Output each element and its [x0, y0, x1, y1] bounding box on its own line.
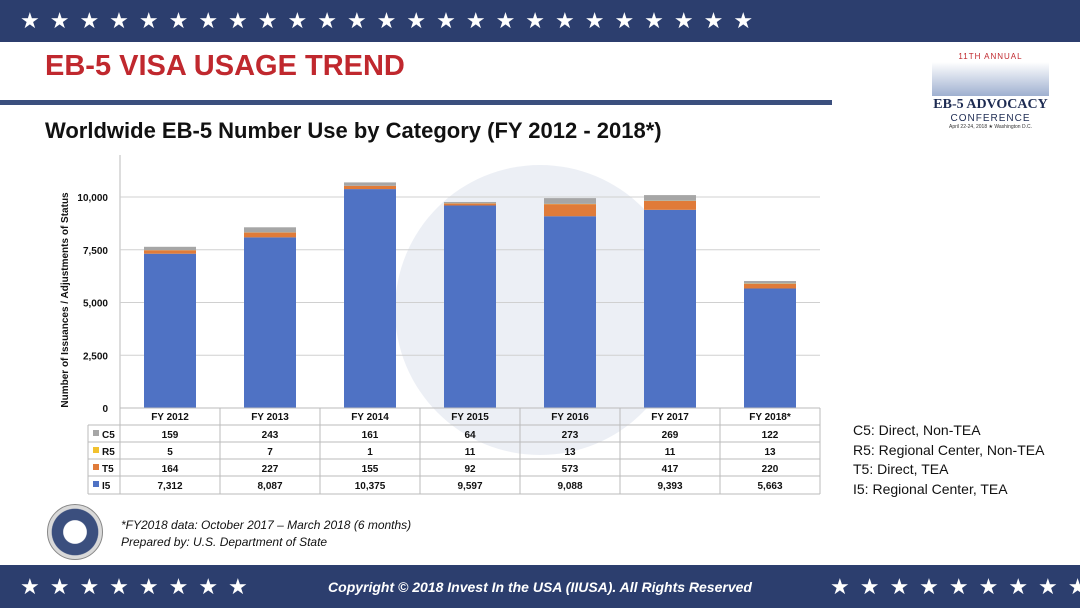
series-label: I5 [102, 481, 111, 492]
slide-title: EB-5 VISA USAGE TREND [45, 50, 405, 82]
bar-c5 [544, 198, 596, 204]
data-label: 417 [662, 464, 679, 475]
data-label: 8,087 [257, 481, 282, 492]
logo-subtitle: CONFERENCE [950, 113, 1031, 124]
x-tick-label: FY 2017 [651, 412, 689, 423]
legend-swatch-c5 [93, 430, 99, 436]
data-label: 5 [167, 447, 173, 458]
series-label: R5 [102, 447, 115, 458]
footnote-source: Prepared by: U.S. Department of State [121, 535, 328, 549]
bar-t5 [444, 203, 496, 206]
data-label: 5,663 [757, 481, 782, 492]
conference-logo: 11TH ANNUAL EB-5 ADVOCACY CONFERENCE Apr… [928, 52, 1053, 130]
category-legend: C5: Direct, Non-TEA R5: Regional Center,… [853, 421, 1044, 499]
y-axis-label: Number of Issuances / Adjustments of Sta… [60, 192, 71, 408]
bar-i5 [244, 237, 296, 408]
data-label: 159 [162, 430, 179, 441]
bar-t5 [144, 250, 196, 254]
x-tick-label: FY 2018* [749, 412, 791, 423]
bar-i5 [544, 216, 596, 408]
data-label: 9,393 [657, 481, 682, 492]
logo-date: April 22-24, 2018 ★ Washington D.C. [949, 124, 1032, 130]
data-label: 122 [762, 430, 779, 441]
data-label: 11 [665, 447, 676, 458]
data-label: 9,088 [557, 481, 582, 492]
footnote-period: *FY2018 data: October 2017 – March 2018 … [121, 518, 412, 532]
bar-i5 [344, 189, 396, 408]
data-label: 573 [562, 464, 579, 475]
legend-swatch-i5 [93, 481, 99, 487]
data-label: 11 [465, 447, 476, 458]
data-label: 9,597 [457, 481, 482, 492]
bar-t5 [544, 204, 596, 217]
bar-t5 [644, 201, 696, 210]
stars-decoration: ★★★★★★★★★★★★★★★★★★★★★★★★★ [20, 8, 764, 33]
legend-i5: I5: Regional Center, TEA [853, 480, 1008, 497]
divider [0, 100, 832, 105]
legend-swatch-r5 [93, 447, 99, 453]
bar-i5 [444, 205, 496, 408]
series-label: C5 [102, 430, 115, 441]
bar-t5 [744, 283, 796, 289]
y-tick-label: 7,500 [83, 246, 108, 257]
logo-annual: 11TH ANNUAL [958, 52, 1023, 61]
top-banner: ★★★★★★★★★★★★★★★★★★★★★★★★★ [0, 0, 1080, 42]
x-tick-label: FY 2016 [551, 412, 589, 423]
y-tick-label: 0 [102, 404, 108, 415]
y-tick-label: 10,000 [77, 193, 108, 204]
bottom-banner: ★★★★★★★★ ★★★★★★★★★★ [0, 565, 1080, 608]
data-label: 243 [262, 430, 279, 441]
x-tick-label: FY 2014 [351, 412, 389, 423]
data-label: 161 [362, 430, 379, 441]
logo-title: EB-5 ADVOCACY [933, 97, 1048, 112]
x-tick-label: FY 2012 [151, 412, 189, 423]
y-tick-label: 2,500 [83, 351, 108, 362]
bar-i5 [744, 288, 796, 408]
stars-decoration-right: ★★★★★★★★★★ [830, 574, 1080, 599]
bar-c5 [244, 227, 296, 233]
bar-c5 [144, 246, 196, 251]
data-label: 13 [564, 447, 576, 458]
data-label: 227 [262, 464, 279, 475]
bar-c5 [344, 182, 396, 186]
stars-decoration-left: ★★★★★★★★ [20, 574, 258, 599]
data-label: 64 [464, 430, 476, 441]
data-label: 92 [464, 464, 476, 475]
legend-r5: R5: Regional Center, Non-TEA [853, 441, 1045, 458]
iiusa-watermark [395, 165, 685, 455]
bar-i5 [644, 209, 696, 408]
data-label: 155 [362, 464, 379, 475]
data-label: 269 [662, 430, 679, 441]
bar-t5 [244, 232, 296, 238]
series-label: T5 [102, 464, 114, 475]
data-label: 273 [562, 430, 579, 441]
legend-c5: C5: Direct, Non-TEA [853, 422, 981, 438]
x-tick-label: FY 2015 [451, 412, 489, 423]
bar-c5 [644, 195, 696, 201]
x-tick-label: FY 2013 [251, 412, 289, 423]
bar-t5 [344, 185, 396, 190]
bar-c5 [744, 281, 796, 284]
copyright: Copyright © 2018 Invest In the USA (IIUS… [328, 579, 752, 595]
data-label: 13 [764, 447, 776, 458]
footnote: *FY2018 data: October 2017 – March 2018 … [121, 517, 411, 551]
state-department-seal [47, 504, 103, 560]
legend-t5: T5: Direct, TEA [853, 461, 949, 477]
bar-i5 [144, 253, 196, 408]
data-label: 7 [267, 447, 273, 458]
data-label: 164 [162, 464, 179, 475]
y-tick-label: 5,000 [83, 299, 108, 310]
bar-c5 [444, 201, 496, 204]
data-label: 10,375 [355, 481, 386, 492]
data-label: 220 [762, 464, 779, 475]
chart-title: Worldwide EB-5 Number Use by Category (F… [45, 118, 662, 143]
legend-swatch-t5 [93, 464, 99, 470]
data-label: 1 [367, 447, 373, 458]
data-label: 7,312 [157, 481, 182, 492]
skyline-icon [932, 62, 1049, 96]
